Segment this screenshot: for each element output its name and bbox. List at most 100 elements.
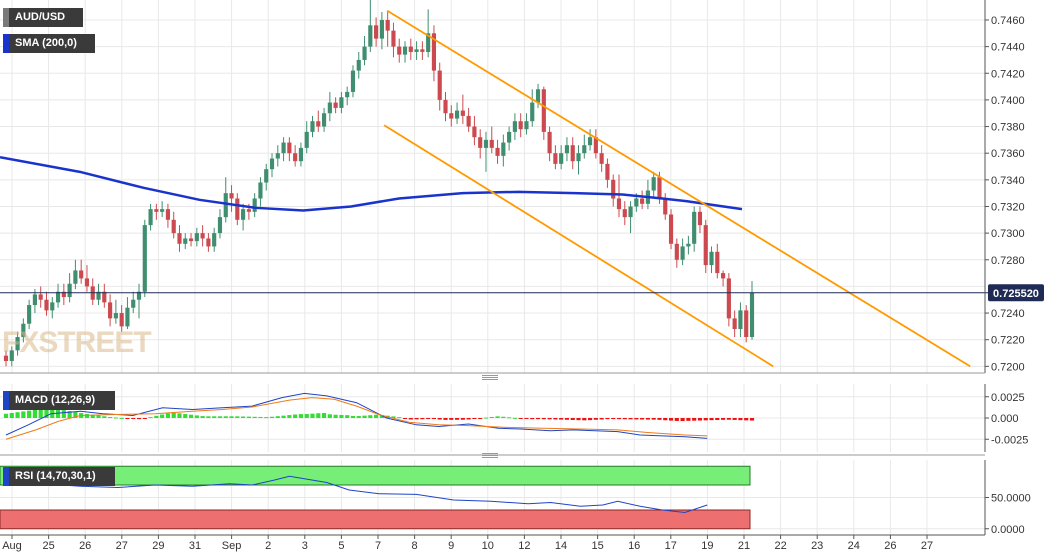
macd-histogram-bar xyxy=(316,413,321,418)
macd-histogram-bar xyxy=(616,418,622,420)
candle-body xyxy=(171,219,176,234)
sma-indicator-tag[interactable]: SMA (200,0) xyxy=(3,34,95,53)
x-tick-label: 5 xyxy=(338,540,344,552)
macd-histogram-bar xyxy=(715,418,720,421)
macd-histogram-bar xyxy=(651,418,656,420)
candle-body xyxy=(570,145,575,162)
macd-histogram-bar xyxy=(241,416,246,418)
panel-resize-handle-macd[interactable] xyxy=(482,375,498,380)
candle-body xyxy=(136,291,142,300)
macd-histogram-bar xyxy=(732,418,737,420)
macd-histogram-bar xyxy=(668,418,674,421)
candle-body xyxy=(385,19,390,31)
candle-body xyxy=(749,292,755,338)
candle-body xyxy=(726,278,731,319)
rsi-oversold-band xyxy=(0,509,751,530)
macd-histogram-bar xyxy=(15,412,20,418)
candle-body xyxy=(668,214,674,244)
x-tick-label: 27 xyxy=(921,540,933,552)
macd-histogram-bar xyxy=(108,417,113,419)
candle-body xyxy=(142,225,147,292)
macd-histogram-bar xyxy=(160,414,165,418)
macd-indicator-tag[interactable]: MACD (12,26,9) xyxy=(3,391,115,410)
candle-body xyxy=(321,113,327,127)
last-price-tag: 0.725520 xyxy=(988,284,1044,302)
candle-body xyxy=(339,97,344,108)
macd-histogram-bar xyxy=(339,414,344,418)
macd-histogram-bar xyxy=(541,418,546,420)
macd-histogram-bar xyxy=(264,417,269,419)
macd-histogram-bar xyxy=(3,413,9,418)
candle-body xyxy=(44,299,49,311)
macd-histogram-bar xyxy=(27,410,32,418)
macd-histogram-bar xyxy=(223,416,228,418)
candle-body xyxy=(206,238,211,247)
macd-tick-label: 0.0025 xyxy=(991,392,1025,404)
macd-histogram-bar xyxy=(269,416,275,418)
macd-histogram-bar xyxy=(148,417,153,419)
candle-body xyxy=(547,131,552,154)
candle-body xyxy=(217,217,223,234)
x-tick-label: 26 xyxy=(884,540,896,552)
candle-body xyxy=(564,145,570,154)
candle-body xyxy=(530,102,535,122)
x-tick-label: Sep xyxy=(222,540,242,552)
panel-resize-handle-rsi[interactable] xyxy=(482,453,498,458)
symbol-label: AUD/USD xyxy=(15,11,66,23)
candle-body xyxy=(229,193,234,199)
candle-body xyxy=(333,102,338,108)
macd-histogram-bar xyxy=(73,412,78,418)
symbol-tag[interactable]: AUD/USD xyxy=(3,8,83,27)
price-tick-label: 0.7320 xyxy=(991,201,1025,213)
macd-histogram-bar xyxy=(142,418,147,419)
candle-body xyxy=(391,30,396,47)
macd-histogram-bar xyxy=(599,418,604,420)
candlestick-series xyxy=(3,0,755,367)
macd-histogram-bar xyxy=(362,415,367,418)
x-tick-label: 29 xyxy=(152,540,164,552)
candle-body xyxy=(674,243,679,260)
macd-histogram-bar xyxy=(194,415,199,418)
macd-histogram-bar xyxy=(472,418,477,419)
x-tick-label: 9 xyxy=(448,540,454,552)
candle-body xyxy=(472,126,477,138)
rsi-tick-label: 50.0000 xyxy=(991,493,1031,505)
price-tick-label: 0.7200 xyxy=(991,361,1025,373)
macd-histogram-bar xyxy=(587,418,593,421)
candle-body xyxy=(119,313,124,327)
candle-body xyxy=(275,153,280,159)
candle-body xyxy=(194,233,199,242)
macd-histogram-bar xyxy=(333,414,338,418)
macd-panel xyxy=(3,392,755,440)
candle-body xyxy=(356,59,361,71)
candle-body xyxy=(113,313,118,319)
macd-histogram-bar xyxy=(200,416,205,418)
x-tick-label: Aug xyxy=(2,540,22,552)
candle-body xyxy=(165,209,171,220)
candle-body xyxy=(599,153,604,164)
macd-histogram-bar xyxy=(350,415,356,418)
candle-body xyxy=(466,115,471,127)
candle-body xyxy=(50,302,55,311)
macd-histogram-bar xyxy=(449,418,454,420)
macd-signal-line xyxy=(5,397,708,440)
macd-histogram-bar xyxy=(553,418,558,420)
candle-body xyxy=(183,238,188,244)
price-tick-label: 0.7440 xyxy=(991,42,1025,54)
price-tick-label: 0.7300 xyxy=(991,228,1025,240)
candle-body xyxy=(622,209,627,218)
candle-body xyxy=(576,153,581,162)
macd-histogram-bar xyxy=(426,418,431,420)
x-tick-label: 25 xyxy=(42,540,54,552)
candle-body xyxy=(541,89,546,132)
rsi-indicator-tag[interactable]: RSI (14,70,30,1) xyxy=(3,467,115,486)
candle-body xyxy=(3,355,9,362)
macd-histogram-bar xyxy=(535,418,541,420)
candle-body xyxy=(235,198,240,220)
x-tick-label: 16 xyxy=(628,540,640,552)
candle-body xyxy=(703,225,708,266)
macd-histogram-bar xyxy=(102,416,107,418)
macd-histogram-bar xyxy=(709,418,714,421)
macd-histogram-bar xyxy=(391,416,396,418)
candle-body xyxy=(125,307,130,327)
